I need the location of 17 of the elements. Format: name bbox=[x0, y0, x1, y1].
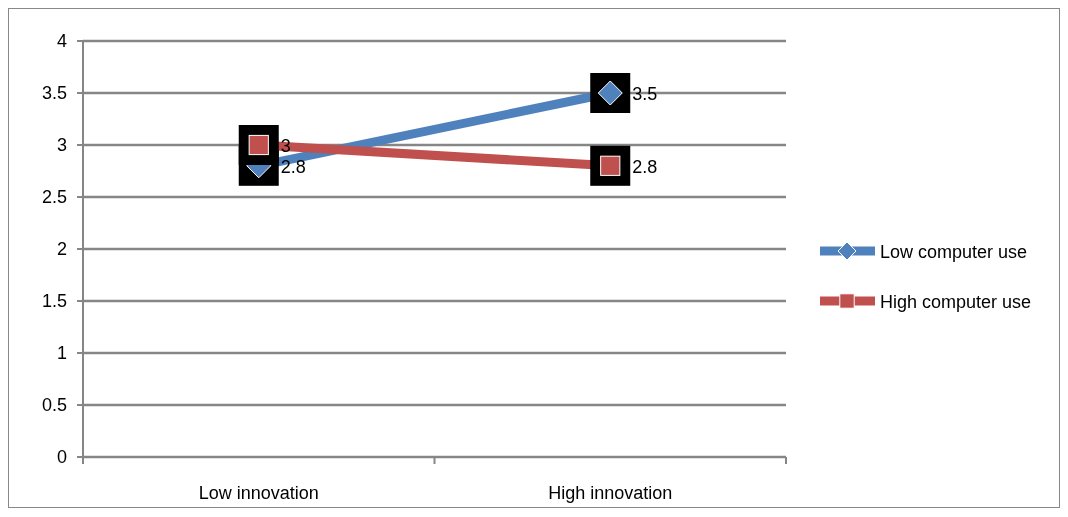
y-tick-label: 3 bbox=[56, 135, 67, 155]
y-tick-label: 2.5 bbox=[41, 187, 67, 207]
data-label: 3 bbox=[280, 136, 291, 156]
x-tick-label: High innovation bbox=[548, 483, 673, 503]
y-tick-label: 0 bbox=[56, 447, 67, 467]
data-label: 3.5 bbox=[632, 84, 658, 104]
data-label: 2.8 bbox=[632, 156, 658, 177]
y-tick-label: 1 bbox=[56, 343, 67, 363]
data-label: 2.8 bbox=[280, 156, 306, 177]
y-tick-label: 2 bbox=[56, 239, 67, 259]
y-tick-label: 4 bbox=[56, 31, 67, 51]
y-tick-label: 3.5 bbox=[41, 83, 67, 103]
x-tick-label: Low innovation bbox=[198, 483, 319, 503]
y-tick-label: 1.5 bbox=[41, 291, 67, 311]
y-tick-label: 0.5 bbox=[41, 395, 67, 415]
legend-label: Low computer use bbox=[880, 242, 1028, 262]
legend-label: High computer use bbox=[880, 292, 1032, 312]
